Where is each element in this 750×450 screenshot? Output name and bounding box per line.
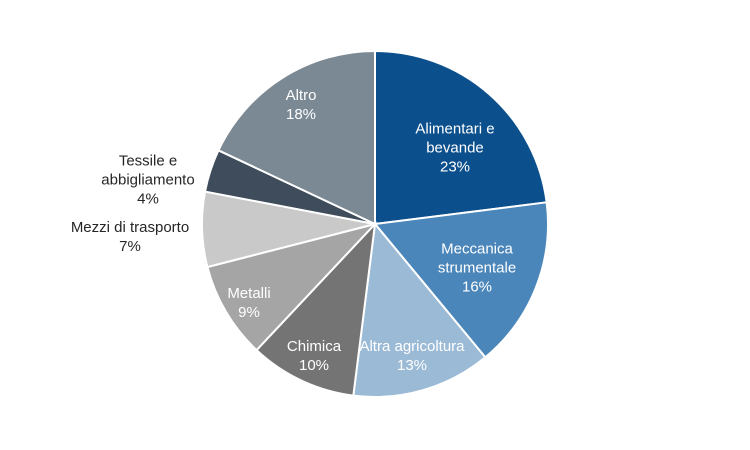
value-label: 23% bbox=[439, 158, 471, 176]
category-label: Meccanica strumentale bbox=[437, 240, 517, 277]
category-label: Chimica bbox=[286, 338, 342, 355]
value-label: 18% bbox=[285, 106, 317, 123]
slice-label: Altro 18% bbox=[256, 86, 346, 124]
value-label: 13% bbox=[396, 357, 428, 374]
value-label: 7% bbox=[119, 238, 141, 255]
pie-slice bbox=[374, 49, 548, 226]
pie-slice bbox=[206, 222, 379, 352]
category-label: Altra agricoltura bbox=[359, 338, 465, 355]
category-label: Metalli bbox=[227, 285, 271, 302]
pie-slice bbox=[373, 201, 549, 359]
value-label: 4% bbox=[137, 190, 159, 208]
value-label: 9% bbox=[238, 304, 260, 321]
slice-label: Meccanica strumentale 16% bbox=[422, 240, 532, 297]
category-label: Mezzi di trasporto bbox=[70, 219, 190, 236]
slice-label: Altra agricoltura 13% bbox=[357, 337, 467, 375]
category-label: Alimentari e bevande bbox=[415, 120, 495, 157]
slice-label: Alimentari e bevande 23% bbox=[400, 120, 510, 177]
slice-label: Chimica 10% bbox=[269, 337, 359, 375]
category-label: Altro bbox=[285, 87, 317, 104]
pie-slice bbox=[217, 49, 376, 226]
pie-slice bbox=[352, 221, 487, 398]
pie-slice bbox=[255, 221, 377, 397]
slice-label: Tessile e abbigliamento 4% bbox=[91, 152, 206, 209]
slice-label: Metalli 9% bbox=[209, 284, 289, 322]
value-label: 16% bbox=[461, 278, 493, 296]
value-label: 10% bbox=[298, 357, 330, 374]
category-label: Tessile e abbigliamento bbox=[101, 152, 195, 189]
slice-label: Mezzi di trasporto 7% bbox=[50, 218, 210, 256]
